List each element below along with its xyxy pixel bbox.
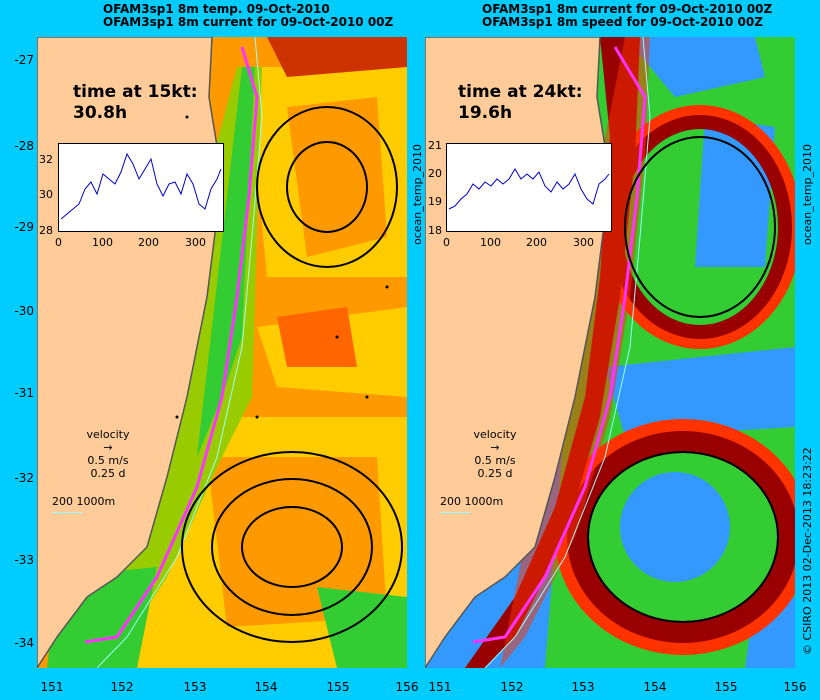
right-velocity-legend: velocity → 0.5 m/s 0.25 d — [465, 428, 525, 480]
right-depth-line — [440, 512, 470, 513]
right-velocity-speed: 0.5 m/s — [474, 454, 516, 467]
credit-label: © CSIRO 2013 02-Dec-2013 18:23:22 — [801, 447, 814, 655]
x-tick-label: 151 — [428, 680, 452, 694]
left-title-line1: OFAM3sp1 8m temp. 09-Oct-2010 — [103, 2, 330, 16]
x-tick-label: 153 — [183, 680, 207, 694]
y-tick-label: -29 — [14, 220, 34, 234]
right-side-label: ocean_temp_2010 — [801, 143, 814, 245]
y-tick-label: -28 — [14, 139, 34, 153]
x-tick-label: 152 — [110, 680, 134, 694]
left-depth-label: 200 1000m — [52, 495, 116, 508]
y-tick-label: -31 — [14, 386, 34, 400]
right-inset-x-tick: 0 — [443, 236, 450, 249]
right-time-label: time at 24kt: 19.6h — [458, 82, 583, 124]
right-inset-x-tick: 200 — [526, 236, 547, 249]
y-tick-label: -32 — [14, 471, 34, 485]
right-depth-label: 200 1000m — [440, 495, 504, 508]
right-title-line2: OFAM3sp1 8m speed for 09-Oct-2010 00Z — [482, 15, 763, 29]
x-tick-label: 151 — [40, 680, 64, 694]
right-inset-y-tick: 20 — [428, 167, 442, 180]
y-tick-label: -34 — [14, 636, 34, 650]
right-inset-x-tick: 100 — [480, 236, 501, 249]
x-tick-label: 152 — [500, 680, 524, 694]
right-inset-y-tick: 19 — [428, 195, 442, 208]
right-time-value: 19.6h — [458, 103, 513, 123]
y-tick-label: -27 — [14, 53, 34, 67]
left-time-text: time at 15kt: — [73, 82, 198, 102]
left-depth-line — [52, 512, 82, 513]
left-velocity-legend: velocity → 0.5 m/s 0.25 d — [78, 428, 138, 480]
right-map — [425, 37, 795, 668]
left-inset-y-tick: 32 — [39, 153, 53, 166]
right-velocity-label: velocity — [473, 428, 517, 441]
right-inset-series — [448, 168, 610, 210]
x-tick-label: 154 — [643, 680, 667, 694]
left-inset-x-tick: 100 — [92, 236, 113, 249]
left-time-label: time at 15kt: 30.8h — [73, 82, 198, 124]
velocity-arrow-icon: → — [103, 441, 113, 454]
left-side-label: ocean_temp_2010 — [411, 143, 424, 245]
left-inset-y-tick: 28 — [39, 224, 53, 237]
velocity-arrow-icon: → — [490, 441, 500, 454]
x-tick-label: 155 — [714, 680, 738, 694]
left-inset-y-tick: 30 — [39, 188, 53, 201]
left-map-panel[interactable] — [37, 37, 407, 668]
right-inset-y-tick: 21 — [428, 139, 442, 152]
x-tick-label: 154 — [254, 680, 278, 694]
left-inset-x-tick: 300 — [185, 236, 206, 249]
y-tick-label: -30 — [14, 304, 34, 318]
x-tick-label: 153 — [571, 680, 595, 694]
y-tick-label: -33 — [14, 553, 34, 567]
x-tick-label: 156 — [395, 680, 419, 694]
right-velocity-days: 0.25 d — [477, 467, 513, 480]
left-inset-series — [60, 152, 222, 220]
x-tick-label: 156 — [783, 680, 807, 694]
left-velocity-label: velocity — [86, 428, 130, 441]
left-velocity-days: 0.25 d — [90, 467, 126, 480]
right-inset-y-tick: 18 — [428, 224, 442, 237]
left-inset-x-tick: 0 — [55, 236, 62, 249]
left-map — [37, 37, 407, 668]
left-inset-plot — [58, 143, 224, 232]
right-title-line1: OFAM3sp1 8m current for 09-Oct-2010 00Z — [482, 2, 773, 16]
right-inset-x-tick: 300 — [573, 236, 594, 249]
right-inset-plot — [446, 143, 612, 232]
x-tick-label: 155 — [326, 680, 350, 694]
right-map-panel[interactable] — [425, 37, 795, 668]
left-inset-x-tick: 200 — [138, 236, 159, 249]
right-time-text: time at 24kt: — [458, 82, 583, 102]
left-velocity-speed: 0.5 m/s — [87, 454, 129, 467]
left-title-line2: OFAM3sp1 8m current for 09-Oct-2010 00Z — [103, 15, 394, 29]
left-time-value: 30.8h — [73, 103, 128, 123]
